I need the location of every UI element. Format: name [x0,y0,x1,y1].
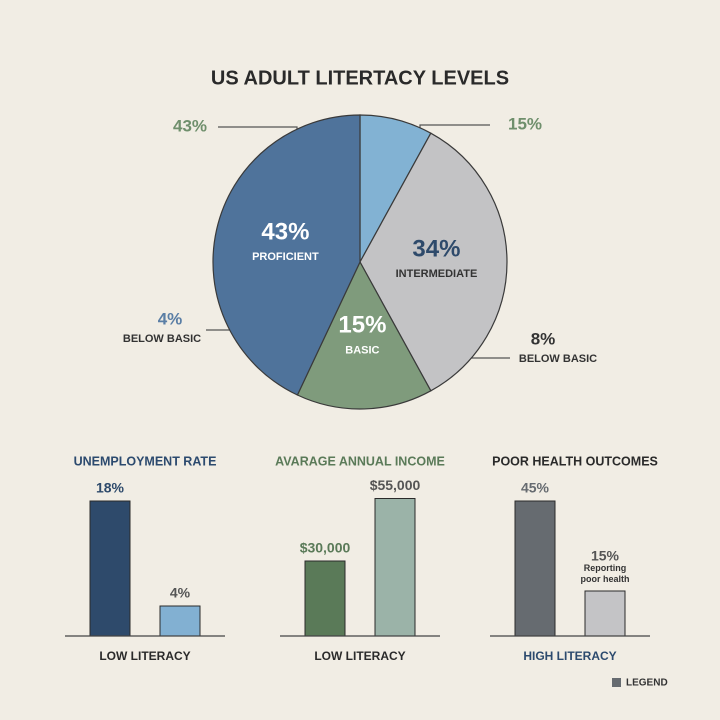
bar [304,560,346,637]
x-axis-label: HIGH LITERACY [523,649,616,663]
chart-title: UNEMPLOYMENT RATE [74,454,217,468]
callout-value: 15% [508,114,542,133]
bar [159,605,201,637]
value-label: 18% [96,480,125,496]
value-label: 15% [591,548,620,564]
bar [374,498,416,637]
chart-title: AVARAGE ANNUAL INCOME [275,454,445,468]
pie-slice [296,260,432,410]
slice-value: 15% [338,312,386,339]
bar [584,590,626,637]
bar [89,500,131,637]
slice-value: 34% [412,235,460,262]
slice-label: INTERMEDIATE [396,268,478,280]
bar-note: Reporting poor health [581,563,630,584]
legend-label: LEGEND [626,678,668,689]
value-label: 4% [170,585,191,601]
x-axis-label: LOW LITERACY [314,649,405,663]
callout-value: 4% [158,309,183,328]
callout-label: BELOW BASIC [123,333,201,345]
pie-slice [212,114,361,396]
callout-value: 8% [531,329,556,348]
callout-label: BELOW BASIC [519,353,597,365]
value-label: $30,000 [300,540,351,556]
chart-title: US ADULT LITERTACY LEVELS [211,67,509,89]
callout-value: 43% [173,116,207,135]
chart-title: POOR HEALTH OUTCOMES [492,454,658,468]
bar [514,500,556,637]
slice-value: 43% [261,219,309,246]
value-label: 45% [521,480,550,496]
legend-swatch [612,678,621,687]
slice-label: PROFICIENT [252,251,319,263]
x-axis-label: LOW LITERACY [99,649,190,663]
slice-label: BASIC [345,344,379,356]
value-label: $55,000 [370,477,421,493]
pie-slice [359,132,508,392]
